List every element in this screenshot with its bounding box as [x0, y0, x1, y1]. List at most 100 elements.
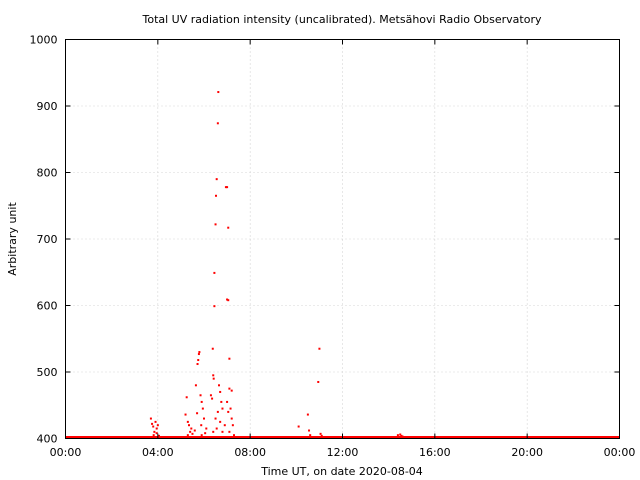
data-point [318, 347, 321, 350]
data-point [214, 417, 217, 420]
data-point [200, 434, 203, 437]
data-point [231, 424, 234, 427]
y-tick-label: 900 [37, 100, 58, 113]
data-point [219, 420, 222, 423]
data-point [224, 186, 227, 189]
data-point [205, 427, 208, 430]
data-point [154, 420, 157, 423]
y-tick-label: 1000 [30, 34, 58, 47]
data-point [196, 363, 199, 366]
grid-layer [65, 39, 620, 439]
x-axis-label: Time UT, on date 2020-08-04 [260, 465, 423, 478]
data-point [153, 430, 156, 433]
data-point [152, 434, 155, 437]
ticks-layer [65, 39, 620, 439]
data-point [190, 427, 193, 430]
data-point [227, 299, 230, 302]
data-point [151, 422, 154, 425]
data-point [149, 417, 152, 420]
data-point [401, 435, 404, 438]
data-point [221, 407, 224, 410]
y-tick-label: 600 [37, 300, 58, 313]
data-point [228, 430, 231, 433]
y-tick-label: 800 [37, 167, 58, 180]
data-point [186, 420, 189, 423]
data-point [214, 223, 217, 226]
data-point [194, 384, 197, 387]
data-point [220, 400, 223, 403]
data-point [189, 430, 192, 433]
data-point [306, 413, 309, 416]
data-point [215, 178, 218, 181]
data-point [155, 432, 158, 435]
data-point [233, 434, 236, 437]
data-point [230, 389, 233, 392]
data-point [152, 425, 155, 428]
data-point [197, 359, 200, 362]
data-point [227, 226, 230, 229]
data-point [229, 407, 232, 410]
x-tick-label: 00:00 [604, 446, 636, 459]
data-point [200, 400, 203, 403]
data-point [308, 429, 311, 432]
chart-title: Total UV radiation intensity (uncalibrat… [142, 13, 542, 26]
data-point [209, 394, 212, 397]
data-point [198, 351, 201, 354]
data-point [230, 417, 233, 420]
y-axis-label: Arbitrary unit [6, 202, 19, 276]
data-point [320, 434, 323, 437]
tick-label-layer: 00:00 04:00 08:00 12:00 16:00 20:00 00:0040050… [30, 34, 636, 460]
data-point [226, 186, 229, 189]
data-point [216, 122, 219, 125]
data-point [191, 432, 194, 435]
data-point [223, 424, 226, 427]
x-tick-label: 00:00 [50, 446, 82, 459]
data-point [217, 91, 220, 94]
data-point [212, 377, 215, 380]
data-point [215, 194, 218, 197]
data-point [218, 384, 221, 387]
data-point [317, 380, 320, 383]
data-point [184, 413, 187, 416]
data-point [228, 387, 231, 390]
data-point [197, 353, 200, 356]
data-point [203, 417, 205, 420]
data-point [221, 430, 224, 433]
data-point [157, 434, 160, 437]
data-point [155, 427, 158, 430]
data-point [213, 305, 216, 308]
data-point [396, 434, 399, 437]
data-point [226, 400, 229, 403]
data-point [212, 430, 215, 433]
data-point [219, 390, 222, 393]
x-tick-label: 20:00 [511, 446, 543, 459]
data-point [228, 357, 231, 360]
data-point [215, 427, 218, 430]
data-point [227, 410, 230, 413]
data-point [309, 434, 312, 437]
data-point [196, 412, 199, 415]
y-tick-label: 500 [37, 366, 58, 379]
data-point [297, 425, 300, 428]
x-tick-label: 04:00 [142, 446, 174, 459]
x-tick-label: 16:00 [419, 446, 451, 459]
x-tick-label: 12:00 [327, 446, 359, 459]
data-point [187, 424, 190, 427]
data-point [226, 298, 229, 301]
data-point [319, 432, 322, 435]
data-point [216, 410, 219, 413]
y-tick-label: 400 [37, 433, 58, 446]
data-point [204, 432, 207, 435]
data-point [156, 424, 159, 427]
data-point [186, 434, 189, 437]
data-point [211, 347, 214, 350]
x-tick-label: 08:00 [234, 446, 266, 459]
data-point [193, 429, 196, 432]
data-point [212, 374, 215, 377]
data-point [185, 396, 188, 399]
data-point [400, 434, 403, 437]
data-point [211, 397, 214, 400]
data-point [201, 407, 204, 410]
data-point [199, 394, 202, 397]
